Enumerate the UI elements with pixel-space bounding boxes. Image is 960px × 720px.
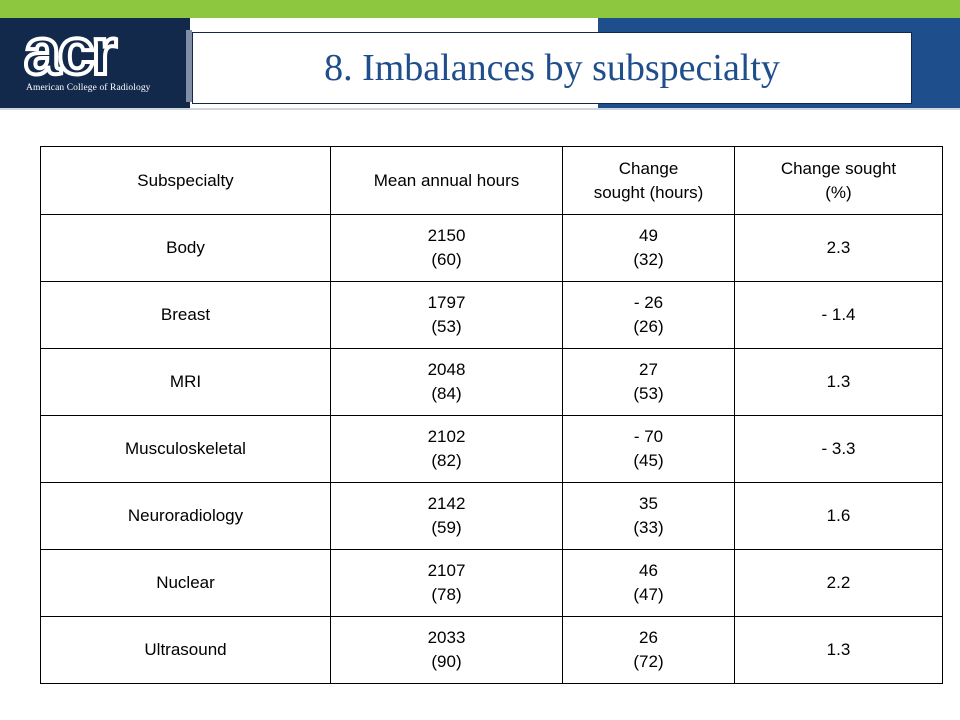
cell-change-pct: 1.6 bbox=[734, 482, 943, 550]
cell-mean-hours: 2033 (90) bbox=[330, 616, 563, 684]
change-sd: (45) bbox=[633, 451, 664, 470]
cell-change-pct: 1.3 bbox=[734, 348, 943, 416]
mean-value: 2048 bbox=[427, 360, 466, 379]
mean-value: 1797 bbox=[427, 293, 466, 312]
change-sd: (33) bbox=[633, 518, 664, 537]
table-row: MRI 2048 (84) 27 (53) 1.3 bbox=[40, 348, 943, 416]
cell-change-pct: 2.2 bbox=[734, 549, 943, 617]
change-value: 27 bbox=[639, 360, 658, 379]
cell-change-pct: 1.3 bbox=[734, 616, 943, 684]
cell-change-pct: - 3.3 bbox=[734, 415, 943, 483]
mean-sd: (90) bbox=[431, 652, 462, 671]
acr-logo-mark: acr bbox=[24, 22, 121, 84]
top-accent-bar bbox=[0, 0, 960, 18]
logo-divider bbox=[186, 30, 192, 102]
cell-change-hours: 46 (47) bbox=[562, 549, 735, 617]
change-value: 26 bbox=[639, 628, 658, 647]
cell-mean-hours: 2107 (78) bbox=[330, 549, 563, 617]
cell-change-hours: 26 (72) bbox=[562, 616, 735, 684]
cell-subspecialty: Nuclear bbox=[40, 549, 331, 617]
cell-change-hours: - 70 (45) bbox=[562, 415, 735, 483]
change-sd: (53) bbox=[633, 384, 664, 403]
table-row: Breast 1797 (53) - 26 (26) - 1.4 bbox=[40, 281, 943, 349]
table-row: Ultrasound 2033 (90) 26 (72) 1.3 bbox=[40, 616, 943, 684]
mean-sd: (78) bbox=[431, 585, 462, 604]
cell-mean-hours: 1797 (53) bbox=[330, 281, 563, 349]
table-row: Neuroradiology 2142 (59) 35 (33) 1.6 bbox=[40, 482, 943, 550]
change-value: 35 bbox=[639, 494, 658, 513]
mean-sd: (60) bbox=[431, 250, 462, 269]
header-subspecialty: Subspecialty bbox=[40, 146, 331, 215]
change-sd: (26) bbox=[633, 317, 664, 336]
cell-subspecialty: Neuroradiology bbox=[40, 482, 331, 550]
cell-subspecialty: Musculoskeletal bbox=[40, 415, 331, 483]
header-line: Change sought bbox=[780, 158, 897, 178]
table-row: Musculoskeletal 2102 (82) - 70 (45) - 3.3 bbox=[40, 415, 943, 483]
mean-value: 2102 bbox=[427, 427, 466, 446]
mean-sd: (84) bbox=[431, 384, 462, 403]
cell-mean-hours: 2048 (84) bbox=[330, 348, 563, 416]
header-change-sought-pct: Change sought (%) bbox=[734, 146, 943, 215]
header-divider bbox=[0, 108, 960, 110]
cell-mean-hours: 2150 (60) bbox=[330, 214, 563, 282]
acr-logo bbox=[0, 18, 190, 108]
cell-mean-hours: 2102 (82) bbox=[330, 415, 563, 483]
mean-sd: (53) bbox=[431, 317, 462, 336]
cell-mean-hours: 2142 (59) bbox=[330, 482, 563, 550]
header-change-sought-hours: Change sought (hours) bbox=[562, 146, 735, 215]
cell-change-hours: 27 (53) bbox=[562, 348, 735, 416]
mean-sd: (82) bbox=[431, 451, 462, 470]
change-value: - 26 bbox=[633, 293, 664, 312]
table-header-row: Subspecialty Mean annual hours Change so… bbox=[40, 146, 943, 215]
header-line: (%) bbox=[825, 182, 852, 202]
cell-subspecialty: Ultrasound bbox=[40, 616, 331, 684]
mean-sd: (59) bbox=[431, 518, 462, 537]
acr-logo-letters: acr bbox=[24, 22, 116, 84]
cell-subspecialty: Body bbox=[40, 214, 331, 282]
header-mean-annual-hours: Mean annual hours bbox=[330, 146, 563, 215]
mean-value: 2142 bbox=[427, 494, 466, 513]
logo-subtitle: American College of Radiology bbox=[26, 83, 151, 93]
change-sd: (72) bbox=[633, 652, 664, 671]
header-line: Change bbox=[618, 158, 679, 178]
cell-change-pct: 2.3 bbox=[734, 214, 943, 282]
subspecialty-table: Subspecialty Mean annual hours Change so… bbox=[40, 146, 943, 684]
cell-subspecialty: Breast bbox=[40, 281, 331, 349]
cell-change-hours: - 26 (26) bbox=[562, 281, 735, 349]
header-line: sought (hours) bbox=[593, 182, 704, 202]
mean-value: 2033 bbox=[427, 628, 466, 647]
page-title: 8. Imbalances by subspecialty bbox=[324, 47, 780, 89]
cell-change-pct: - 1.4 bbox=[734, 281, 943, 349]
cell-change-hours: 35 (33) bbox=[562, 482, 735, 550]
change-value: 49 bbox=[639, 226, 658, 245]
title-box: 8. Imbalances by subspecialty bbox=[192, 32, 912, 104]
cell-subspecialty: MRI bbox=[40, 348, 331, 416]
mean-value: 2107 bbox=[427, 561, 466, 580]
change-sd: (32) bbox=[633, 250, 664, 269]
mean-value: 2150 bbox=[427, 226, 466, 245]
change-value: - 70 bbox=[633, 427, 664, 446]
table-row: Nuclear 2107 (78) 46 (47) 2.2 bbox=[40, 549, 943, 617]
cell-change-hours: 49 (32) bbox=[562, 214, 735, 282]
change-value: 46 bbox=[639, 561, 658, 580]
table-row: Body 2150 (60) 49 (32) 2.3 bbox=[40, 214, 943, 282]
change-sd: (47) bbox=[633, 585, 664, 604]
